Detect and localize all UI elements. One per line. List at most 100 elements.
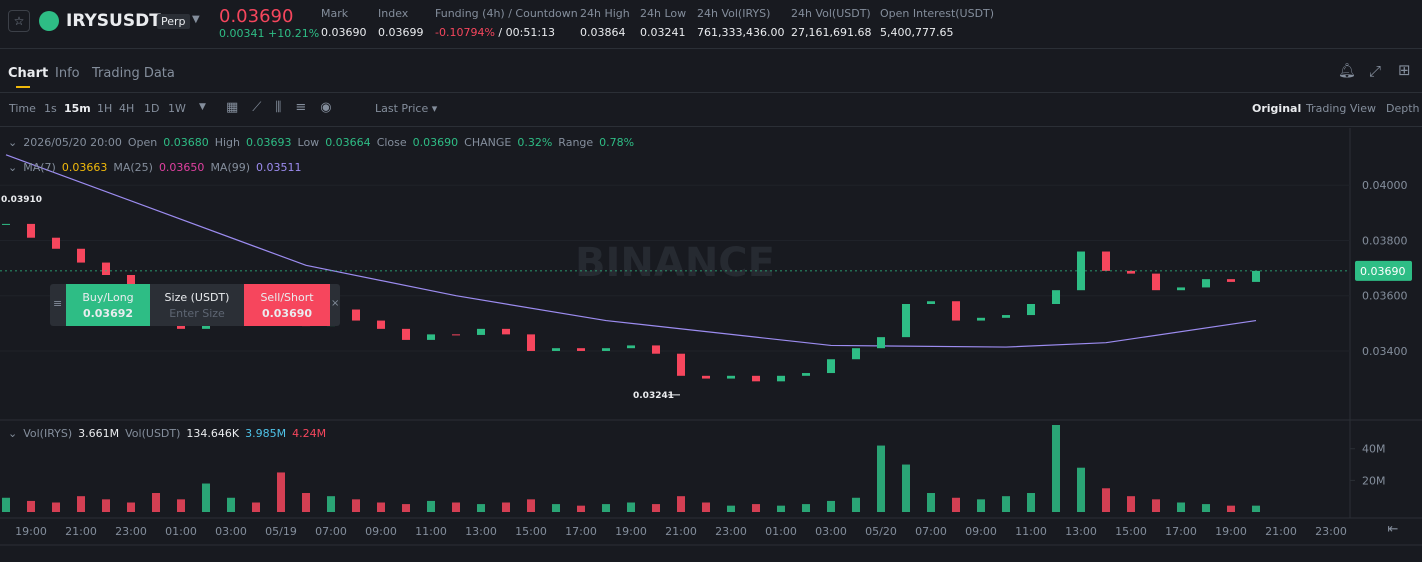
candle: [927, 301, 935, 304]
candle: [727, 375, 735, 379]
y-tick-label: 0.03600: [1362, 290, 1408, 303]
x-tick-label: 21:00: [65, 525, 97, 538]
view[interactable]: Depth: [1386, 102, 1420, 115]
x-tick-label: 01:00: [165, 525, 197, 538]
vol-value: 3.661M: [78, 427, 120, 440]
ohlc-row: ⌄ 2026/05/20 20:00 Open 0.03680 High 0.03693 L…: [8, 136, 634, 149]
volume-bar: [527, 499, 535, 512]
more-intervals[interactable]: ▼: [199, 102, 206, 112]
candle: [27, 223, 35, 238]
candle: [1152, 273, 1160, 291]
interval[interactable]: 1W: [168, 102, 186, 115]
tab[interactable]: Trading Data: [92, 66, 175, 81]
volume-bar: [802, 504, 810, 512]
candle: [752, 375, 760, 382]
price-type[interactable]: Last Price ▾: [375, 102, 438, 115]
x-tick-label: 21:00: [665, 525, 697, 538]
tool-icons[interactable]: ▦⟋⫼≡◉: [226, 100, 346, 115]
volume-bar: [1227, 505, 1235, 512]
tab-indicator: [16, 86, 30, 88]
x-tick-label: 09:00: [365, 525, 397, 538]
ma99-line: [5, 154, 1257, 348]
close-panel[interactable]: ×: [331, 298, 340, 309]
buy-button[interactable]: Buy/Long 0.03692: [66, 284, 150, 326]
stat-label: Funding (4h) / Countdown: [435, 7, 578, 20]
volume-bar: [1002, 496, 1010, 512]
stat-label: 24h Vol(IRYS): [697, 7, 771, 20]
volume-bar: [127, 502, 135, 512]
volume-bar: [927, 493, 935, 512]
interval[interactable]: 4H: [119, 102, 135, 115]
volume-bar: [277, 472, 285, 512]
collapse-icon: ⌄: [8, 161, 18, 174]
interval: Time: [9, 102, 36, 115]
y-tick-label: 0.03800: [1362, 234, 1408, 247]
tab-active[interactable]: Chart: [8, 66, 49, 81]
x-tick-label: 03:00: [815, 525, 847, 538]
x-tick-label: 15:00: [1115, 525, 1147, 538]
sell-button[interactable]: Sell/Short 0.03690: [244, 284, 330, 326]
volume-bar: [577, 505, 585, 512]
stat-value: -0.10794% / 00:51:13: [435, 26, 555, 39]
candle: [52, 237, 60, 249]
stat-value: 0.03699: [378, 26, 424, 39]
x-tick-label: 19:00: [15, 525, 47, 538]
stat-value: 761,333,436.00: [697, 26, 785, 39]
x-tick-label: 19:00: [615, 525, 647, 538]
info-label: Open: [127, 136, 158, 149]
candle: [977, 317, 985, 321]
interval[interactable]: 15m: [64, 102, 91, 115]
stat-value: 27,161,691.68: [791, 26, 872, 39]
collapse-icon: ⌄: [8, 136, 18, 149]
volume-bar: [427, 500, 435, 512]
volume-bar: [227, 497, 235, 512]
volume-bar: [877, 445, 885, 512]
candle: [2, 223, 10, 225]
auto-scale-icon[interactable]: ⇤: [1388, 522, 1399, 537]
volume-bar: [177, 499, 185, 512]
candle: [402, 328, 410, 340]
view-active[interactable]: Original: [1252, 102, 1302, 115]
date: 2026/05/20 20:00: [23, 136, 122, 149]
layout-icon[interactable]: ⊞: [1398, 61, 1411, 79]
info-value: 0.32%: [517, 136, 553, 149]
candle: [852, 348, 860, 360]
x-tick-label: 07:00: [315, 525, 347, 538]
toolbar: [0, 94, 1422, 127]
volume-bar: [902, 464, 910, 512]
volume-tick-label: 20M: [1362, 474, 1386, 487]
collapse-icon: ⌄: [8, 427, 18, 440]
size-input[interactable]: Size (USDT) Enter Size: [150, 284, 244, 326]
symbol-dropdown[interactable]: ▼: [192, 14, 200, 25]
volume-tick-label: 40M: [1362, 443, 1386, 456]
fullscreen-icon[interactable]: ⤢: [1369, 62, 1382, 80]
alert-icon[interactable]: 🔔︎: [1338, 63, 1356, 79]
interval[interactable]: 1s: [44, 102, 57, 115]
favorite-star[interactable]: ☆: [8, 10, 30, 32]
stat-label: Mark: [321, 7, 349, 20]
volume-bar: [952, 497, 960, 512]
candle: [77, 248, 85, 263]
ma-value: 0.03650: [158, 161, 205, 174]
interval[interactable]: 1H: [97, 102, 113, 115]
tab-bar: [0, 52, 1422, 93]
buy-label: Buy/Long: [82, 291, 134, 304]
candle: [802, 373, 810, 376]
volume-bar: [1252, 505, 1260, 512]
drag-handle[interactable]: ≡: [53, 297, 63, 310]
volume-bar: [627, 502, 635, 512]
candle: [502, 328, 510, 335]
interval[interactable]: 1D: [144, 102, 160, 115]
volume-bar: [377, 502, 385, 512]
volume-bar: [352, 499, 360, 512]
x-tick-label: 17:00: [565, 525, 597, 538]
info-value: 0.03680: [163, 136, 209, 149]
symbol[interactable]: IRYSUSDT: [66, 11, 161, 31]
candle: [1227, 279, 1235, 282]
stat-label: Open Interest(USDT): [880, 7, 995, 20]
vol-row: ⌄ Vol(IRYS) 3.661M Vol(USDT) 134.646K 3.985M 4…: [8, 427, 326, 440]
view[interactable]: Trading View: [1306, 102, 1376, 115]
stat-label: 24h Low: [640, 7, 687, 20]
vol-value: 134.646K: [186, 427, 240, 440]
tab[interactable]: Info: [55, 66, 80, 81]
